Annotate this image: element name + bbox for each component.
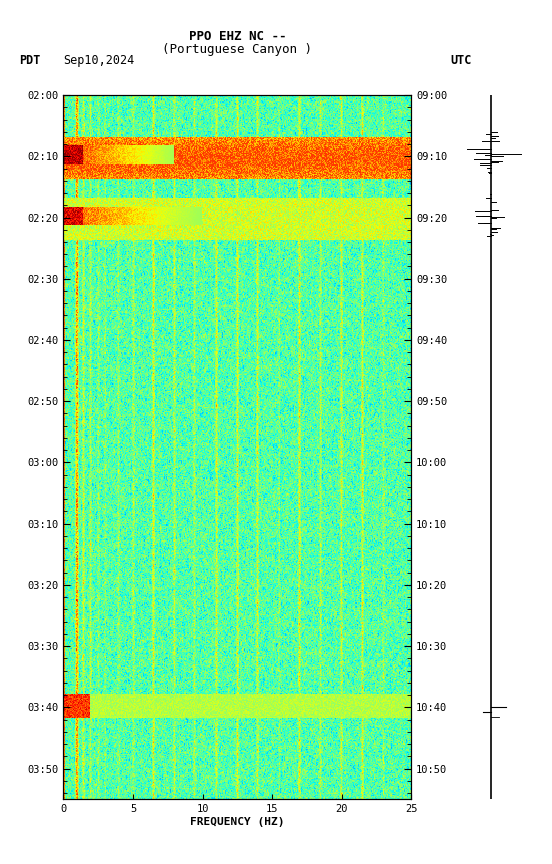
Text: PDT: PDT: [19, 54, 41, 67]
Text: PPO EHZ NC --: PPO EHZ NC --: [189, 29, 286, 43]
Text: (Portuguese Canyon ): (Portuguese Canyon ): [162, 42, 312, 56]
X-axis label: FREQUENCY (HZ): FREQUENCY (HZ): [190, 816, 285, 827]
Text: Sep10,2024: Sep10,2024: [63, 54, 135, 67]
Text: UTC: UTC: [450, 54, 471, 67]
